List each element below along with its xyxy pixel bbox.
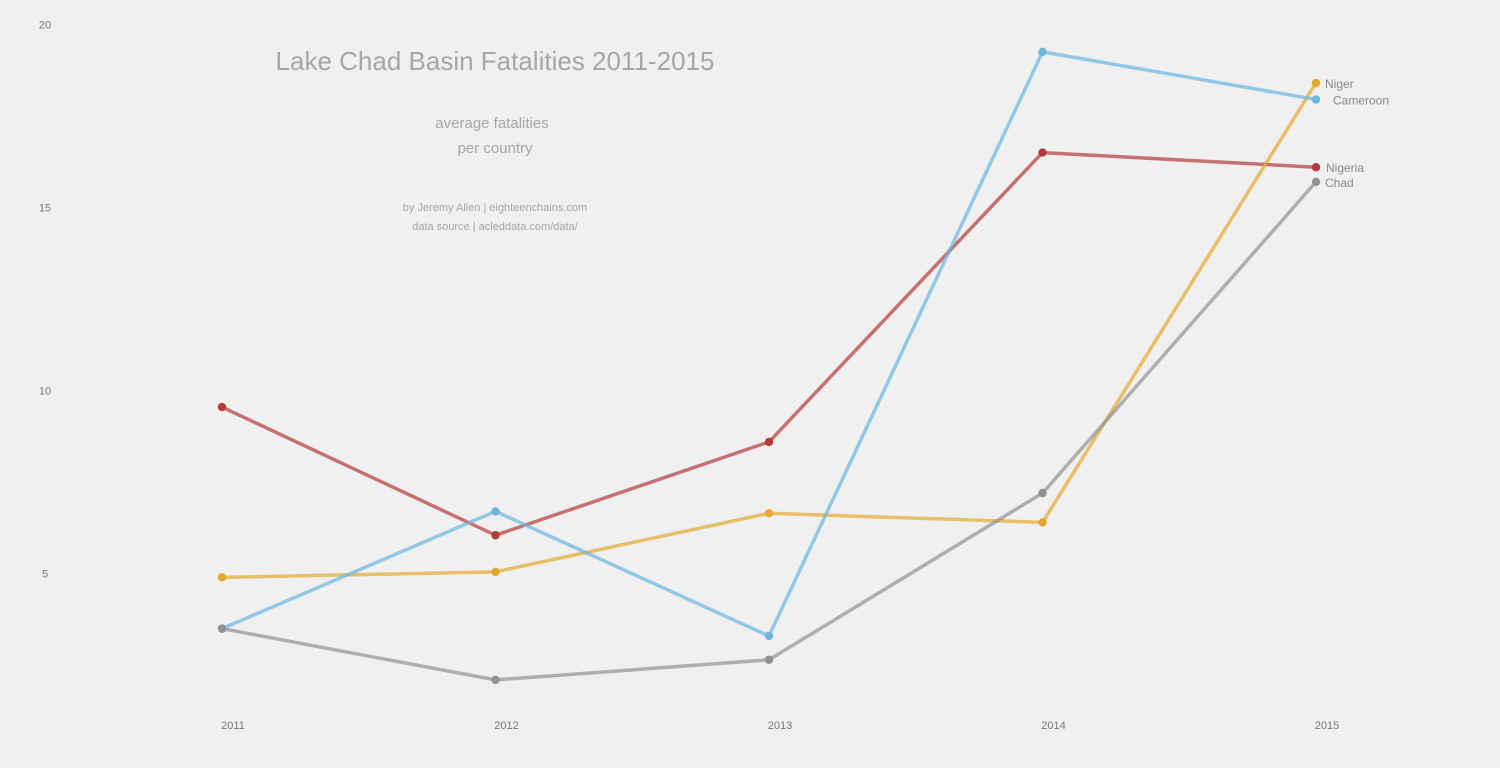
data-point-chad xyxy=(1038,488,1047,498)
data-point-chad xyxy=(491,675,500,685)
data-point-nigeria xyxy=(1311,163,1321,172)
x-tick-label: 2014 xyxy=(1041,720,1065,732)
x-axis: 2011 2012 2013 2014 2015 xyxy=(221,720,1339,732)
x-tick-label: 2015 xyxy=(1315,720,1339,732)
data-point-niger xyxy=(491,567,500,577)
data-point-nigeria xyxy=(491,531,500,540)
data-point-nigeria xyxy=(1038,148,1047,157)
data-point-nigeria xyxy=(764,437,774,447)
series-label-niger: Niger xyxy=(1325,77,1354,91)
x-tick-label: 2011 xyxy=(221,720,245,732)
x-tick-label: 2012 xyxy=(494,720,518,732)
series-label-cameroon: Cameroon xyxy=(1333,93,1389,107)
data-point-cameroon xyxy=(1311,95,1321,104)
series-label-chad: Chad xyxy=(1325,176,1354,190)
y-axis: 5 10 15 20 xyxy=(39,19,51,580)
chart-subtitle-line-2: per country xyxy=(457,140,533,157)
data-point-cameroon xyxy=(491,507,500,516)
data-point-chad xyxy=(217,624,227,633)
series-labels: Nigeria Niger Cameroon Chad xyxy=(1325,77,1389,190)
data-point-niger xyxy=(217,573,227,582)
data-point-chad xyxy=(764,655,774,664)
data-point-niger xyxy=(764,509,774,518)
data-point-cameroon xyxy=(764,631,774,641)
data-point-niger xyxy=(1311,78,1321,88)
chart-credit-line-2: data source | acleddata.com/data/ xyxy=(412,221,578,233)
y-tick-label: 15 xyxy=(39,203,51,215)
x-tick-label: 2013 xyxy=(768,720,792,732)
data-point-chad xyxy=(1311,177,1321,187)
chart-credit-line-1: by Jeremy Allen | eighteenchains.com xyxy=(403,202,587,214)
chart-title: Lake Chad Basin Fatalities 2011-2015 xyxy=(276,46,715,76)
series-points xyxy=(217,47,1321,685)
chart-subtitle-line-1: average fatalities xyxy=(435,115,548,132)
data-point-niger xyxy=(1038,518,1047,527)
y-tick-label: 20 xyxy=(39,19,51,31)
y-tick-label: 10 xyxy=(39,386,51,398)
data-point-nigeria xyxy=(217,402,227,412)
y-tick-label: 5 xyxy=(42,569,48,581)
series-label-nigeria: Nigeria xyxy=(1326,161,1364,175)
data-point-cameroon xyxy=(1038,47,1047,57)
